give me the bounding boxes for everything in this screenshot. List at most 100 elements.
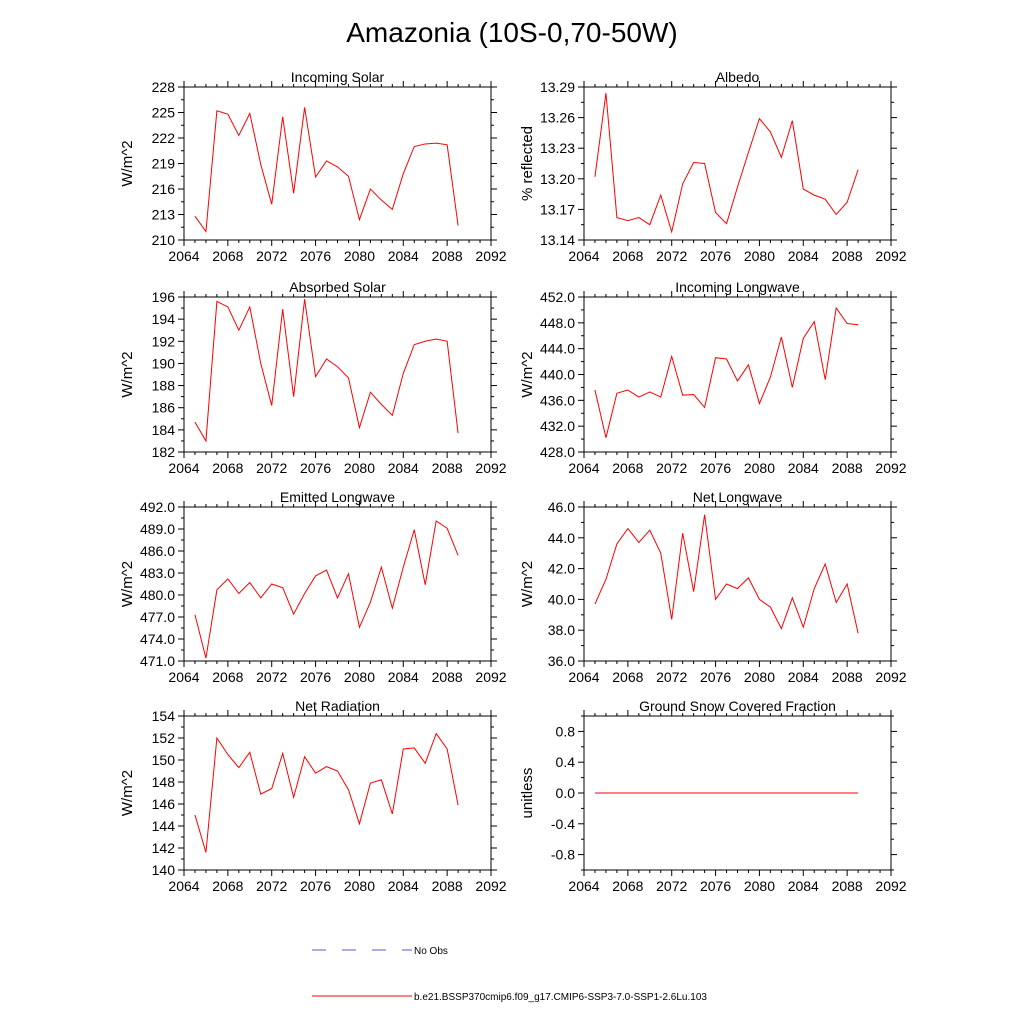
panel-ground-snow-covered-fraction: Ground Snow Covered Fraction unitless 2064… [519, 698, 907, 894]
x-tick-label: 2092 [875, 248, 906, 264]
x-tick-label: 2084 [788, 669, 819, 685]
y-tick-label: 228 [152, 79, 176, 95]
x-tick-label: 2068 [612, 248, 643, 264]
series-line [594, 93, 859, 234]
series-line [194, 732, 459, 853]
x-tick-label: 2080 [744, 878, 775, 894]
x-tick-label: 2076 [300, 248, 331, 264]
x-tick-label: 2064 [568, 248, 599, 264]
x-tick-label: 2076 [300, 460, 331, 476]
x-tick-label: 2088 [432, 460, 463, 476]
y-tick-label: 42.0 [548, 561, 575, 577]
y-tick-label: 152 [152, 730, 176, 746]
x-tick-label: 2072 [256, 248, 287, 264]
x-tick-label: 2068 [212, 248, 243, 264]
y-tick-label: 225 [152, 105, 176, 121]
y-tick-label: 182 [152, 444, 176, 460]
panel-absorbed-solar: Absorbed Solar W/m^2 2064 2068 2072 2076 2080 2… [119, 279, 507, 476]
y-tick-label: 477.0 [140, 609, 175, 625]
panel-title: Ground Snow Covered Fraction [639, 698, 836, 714]
y-axis-label: W/m^2 [119, 770, 136, 816]
x-tick-label: 2068 [612, 669, 643, 685]
series-line [594, 514, 859, 634]
y-axis-label: % reflected [519, 126, 536, 201]
legend-obs-label: No Obs [414, 946, 448, 957]
y-tick-label: 436.0 [540, 392, 575, 408]
panel-title: Incoming Solar [291, 69, 385, 85]
x-tick-label: 2068 [212, 460, 243, 476]
x-tick-label: 2092 [875, 878, 906, 894]
panels-group: Incoming Solar W/m^2 2064 2068 2072 2076 2080 2… [119, 69, 907, 894]
x-tick-label: 2084 [388, 248, 419, 264]
x-tick-label: 2076 [300, 669, 331, 685]
x-tick-label: 2092 [475, 248, 506, 264]
y-tick-label: 0.4 [556, 754, 576, 770]
y-tick-label: 210 [152, 232, 176, 248]
y-axis-label: W/m^2 [119, 561, 136, 607]
x-tick-label: 2076 [700, 460, 731, 476]
y-axis-label: W/m^2 [119, 351, 136, 397]
x-tick-label: 2076 [700, 669, 731, 685]
y-tick-label: 440.0 [540, 367, 575, 383]
y-axis-label: W/m^2 [519, 351, 536, 397]
panel-incoming-solar: Incoming Solar W/m^2 2064 2068 2072 2076 2080 2… [119, 69, 507, 264]
series-line [194, 107, 459, 233]
x-tick-label: 2072 [656, 460, 687, 476]
y-tick-label: 0.8 [556, 723, 576, 739]
x-tick-label: 2072 [256, 669, 287, 685]
y-tick-label: 194 [152, 311, 176, 327]
x-tick-label: 2080 [344, 669, 375, 685]
y-tick-label: -0.4 [551, 816, 575, 832]
x-tick-label: 2068 [612, 878, 643, 894]
x-tick-label: 2064 [168, 669, 199, 685]
x-tick-label: 2080 [344, 460, 375, 476]
y-tick-label: 486.0 [140, 543, 175, 559]
y-tick-label: 188 [152, 378, 176, 394]
y-tick-label: 471.0 [140, 653, 175, 669]
x-tick-label: 2088 [432, 669, 463, 685]
y-tick-label: 40.0 [548, 591, 575, 607]
x-tick-label: 2072 [656, 669, 687, 685]
series-line [194, 520, 459, 659]
legend: No Obs b.e21.BSSP370cmip6.f09_g17.CMIP6-… [312, 946, 707, 1003]
y-tick-label: 148 [152, 774, 176, 790]
y-tick-label: 192 [152, 333, 176, 349]
x-tick-label: 2088 [832, 248, 863, 264]
y-tick-label: 13.23 [540, 140, 575, 156]
panel-title: Absorbed Solar [289, 279, 386, 295]
y-axis-label: W/m^2 [519, 561, 536, 607]
y-tick-label: 46.0 [548, 499, 575, 515]
y-tick-label: -0.8 [551, 847, 575, 863]
x-tick-label: 2072 [656, 878, 687, 894]
x-tick-label: 2092 [875, 669, 906, 685]
x-tick-label: 2084 [788, 248, 819, 264]
x-tick-label: 2080 [344, 878, 375, 894]
x-tick-label: 2064 [568, 669, 599, 685]
x-tick-label: 2068 [212, 878, 243, 894]
x-tick-label: 2076 [700, 248, 731, 264]
y-tick-label: 186 [152, 400, 176, 416]
x-tick-label: 2092 [475, 460, 506, 476]
x-tick-label: 2076 [300, 878, 331, 894]
y-tick-label: 184 [152, 422, 176, 438]
x-tick-label: 2068 [212, 669, 243, 685]
y-tick-label: 13.26 [540, 110, 575, 126]
x-tick-label: 2080 [744, 460, 775, 476]
y-tick-label: 13.17 [540, 201, 575, 217]
x-tick-label: 2072 [256, 460, 287, 476]
y-tick-label: 44.0 [548, 530, 575, 546]
y-tick-label: 142 [152, 840, 176, 856]
y-tick-label: 13.20 [540, 171, 575, 187]
y-tick-label: 452.0 [540, 289, 575, 305]
x-tick-label: 2092 [875, 460, 906, 476]
panel-incoming-longwave: Incoming Longwave W/m^2 2064 2068 2072 2076 20… [519, 279, 907, 476]
x-tick-label: 2088 [832, 669, 863, 685]
y-tick-label: 216 [152, 181, 176, 197]
y-tick-label: 474.0 [140, 631, 175, 647]
y-tick-label: 213 [152, 207, 176, 223]
y-tick-label: 428.0 [540, 444, 575, 460]
y-tick-label: 219 [152, 156, 176, 172]
panel-title: Net Longwave [693, 489, 783, 505]
